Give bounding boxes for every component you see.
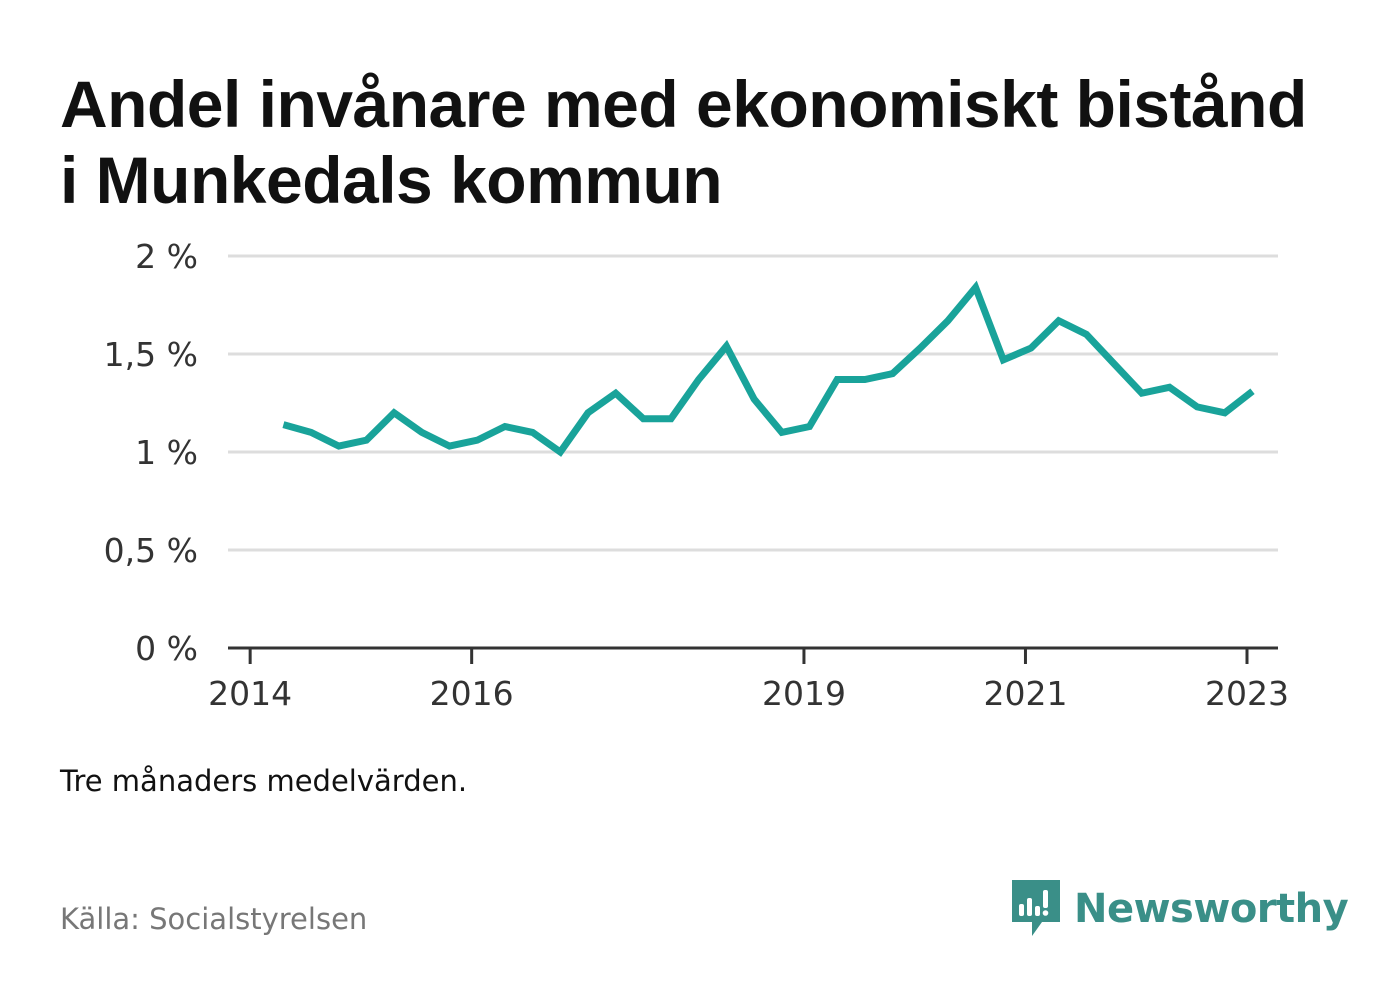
y-tick-label: 1 % (135, 433, 198, 472)
chart-title: Andel invånare med ekonomiskt bistånd i … (60, 67, 1307, 217)
y-tick-label: 1,5 % (104, 335, 198, 374)
x-tick-label: 2016 (430, 674, 514, 713)
y-tick-label: 2 % (135, 237, 198, 276)
x-tick-label: 2014 (208, 674, 292, 713)
x-axis-ticks: 2014 2016 2019 2021 2023 (208, 648, 1289, 713)
x-tick-label: 2019 (762, 674, 846, 713)
chart-note: Tre månaders medelvärden. (60, 764, 468, 798)
brand-logo[interactable]: Newsworthy (1010, 878, 1349, 940)
series-line (282, 280, 1255, 457)
x-tick-label: 2023 (1205, 674, 1289, 713)
y-tick-label: 0 % (135, 629, 198, 668)
y-axis-labels: 0 % 0,5 % 1 % 1,5 % 2 % (104, 237, 198, 668)
line-chart: 0 % 0,5 % 1 % 1,5 % 2 % 2014 2016 2019 2021 2023 (104, 237, 1289, 713)
y-tick-label: 0,5 % (104, 531, 198, 570)
source-label: Källa: Socialstyrelsen (60, 902, 368, 936)
brand-name: Newsworthy (1074, 886, 1349, 932)
gridlines (228, 254, 1278, 552)
x-tick-label: 2021 (983, 674, 1067, 713)
bar-chart-speech-bubble-icon (1012, 880, 1060, 936)
